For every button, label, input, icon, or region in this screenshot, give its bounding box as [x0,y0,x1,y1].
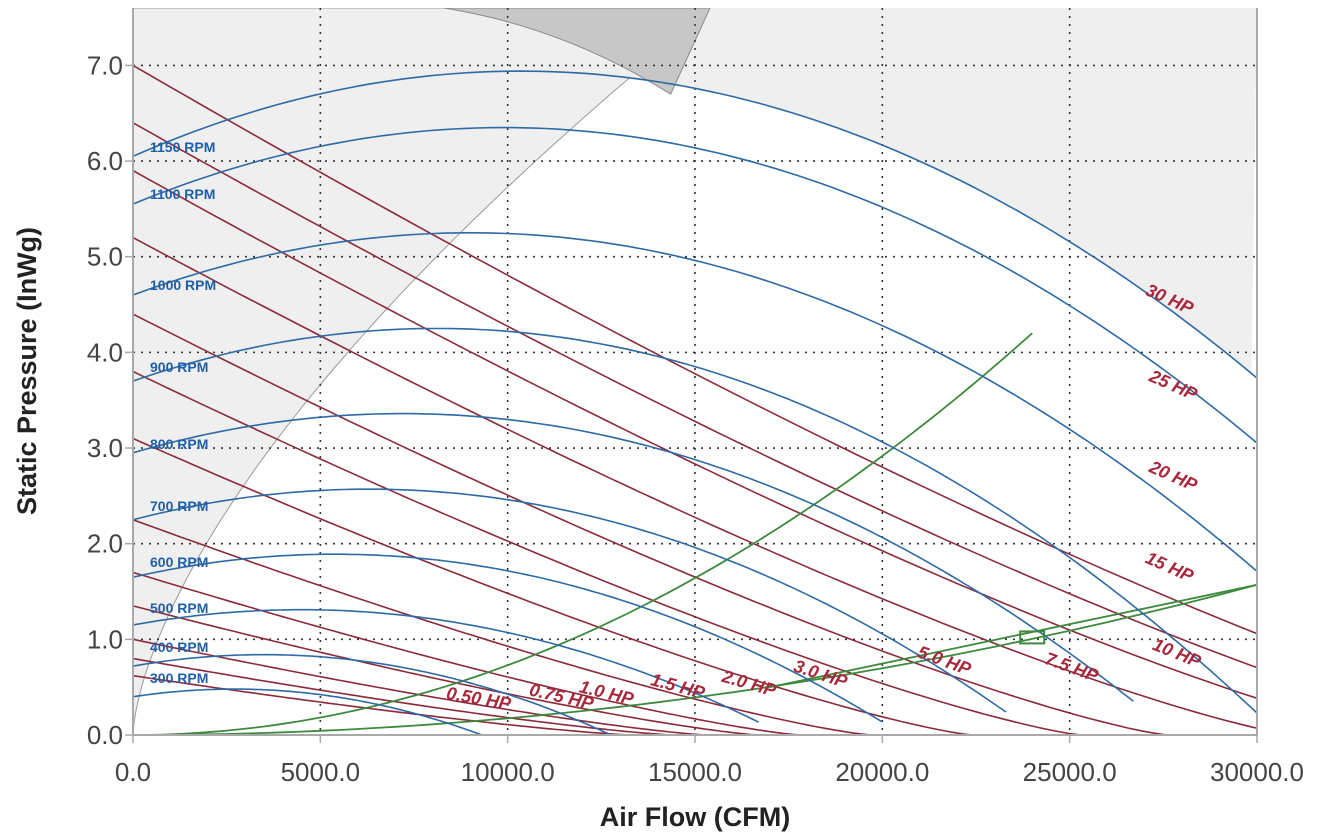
hp-curve-5-0-hp [133,437,973,735]
y-tick-label: 7.0 [87,50,123,80]
hp-curve-30-hp [133,64,1257,635]
shaded-regions [133,8,1257,735]
hp-curve-25-hp [133,122,1257,669]
rpm-curve-900-rpm [133,327,1257,714]
rpm-label: 1100 RPM [150,186,215,202]
rpm-curve-600-rpm [133,553,883,723]
rpm-label: 300 RPM [150,670,208,686]
hp-curve-2-0-hp [133,571,800,735]
x-tick-label: 5000.0 [281,757,361,787]
rpm-curve-1150-rpm [133,70,1257,380]
hp-curve-20-hp [133,169,1257,700]
hp-label: 1.5 HP [649,669,708,703]
hp-curve-10-hp [133,313,1168,735]
hp-curve-0-50-hp [133,674,632,735]
y-tick-label: 3.0 [87,433,123,463]
rpm-label: 400 RPM [150,639,208,655]
y-tick-label: 5.0 [87,242,123,272]
hp-label: 2.0 HP [719,666,779,701]
rpm-label: 1000 RPM [150,277,216,293]
curve-layer [133,64,1257,735]
wedge-region [443,8,711,95]
hp-label: 20 HP [1145,456,1201,495]
x-tick-label: 10000.0 [461,757,555,787]
hp-curve-15-hp [133,236,1257,730]
hp-label: 0.50 HP [445,683,514,714]
operating-point-marker [1019,630,1046,645]
hp-curve-1-5-hp [133,605,759,735]
x-tick-label: 20000.0 [835,757,929,787]
system-line [769,583,1257,689]
x-tick-label: 0.0 [115,757,151,787]
rpm-curve-300-rpm [133,688,485,735]
rpm-curve-1000-rpm [133,232,1257,573]
rpm-curve-500-rpm [133,608,760,723]
stall-region [133,8,715,735]
rpm-label: 600 RPM [150,554,208,570]
hp-curve-0-75-hp [133,657,673,735]
rpm-curve-1100-rpm [133,126,1257,445]
hp-label: 10 HP [1150,634,1205,672]
system-curve-2 [133,332,1033,735]
rpm-curve-700-rpm [133,488,1007,713]
x-tick-label: 15000.0 [648,757,742,787]
hp-curve-7-5-hp [133,370,1082,735]
x-tick-label: 25000.0 [1023,757,1117,787]
axes: 0.0 5000.0 10000.0 15000.0 20000.0 25000.0 300… [87,8,1304,787]
y-tick-label: 6.0 [87,146,123,176]
rpm-label: 700 RPM [150,498,208,514]
rpm-curve-400-rpm [133,653,613,735]
x-axis-title: Air Flow (CFM) [600,802,790,832]
hp-label: 25 HP [1145,365,1201,404]
y-tick-label: 2.0 [87,529,123,559]
y-tick-label: 1.0 [87,624,123,654]
hp-curve-3-0-hp [133,519,872,735]
system-curve-1 [133,583,1257,735]
rpm-curve-800-rpm [133,412,1134,702]
high-pressure-region [520,8,1257,374]
rpm-label: 1150 RPM [150,139,215,155]
rpm-label: 800 RPM [150,436,208,452]
rpm-label: 900 RPM [150,359,208,375]
rpm-label: 500 RPM [150,600,208,616]
y-axis-title: Static Pressure (InWg) [12,227,42,515]
hp-label: 15 HP [1143,548,1198,587]
hp-label: 7.5 HP [1042,648,1101,686]
y-tick-label: 0.0 [87,720,123,750]
x-tick-label: 30000.0 [1210,757,1304,787]
y-tick-label: 4.0 [87,337,123,367]
